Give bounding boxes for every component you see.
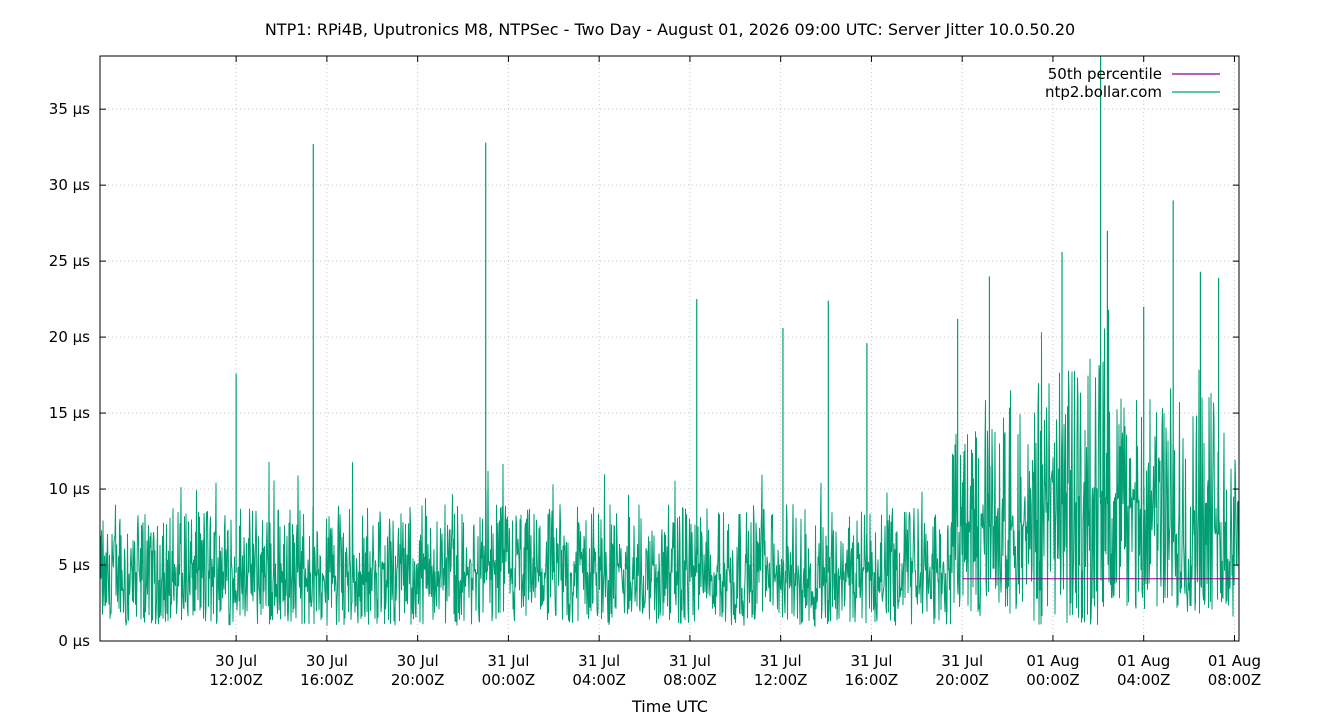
x-tick-label-time: 16:00Z [300, 671, 354, 689]
x-tick-label-date: 31 Jul [760, 652, 802, 670]
x-tick-label-date: 31 Jul [487, 652, 529, 670]
x-tick-label-date: 30 Jul [397, 652, 439, 670]
x-tick-label-date: 01 Aug [1117, 652, 1170, 670]
x-tick-label-time: 20:00Z [935, 671, 989, 689]
x-tick-label-time: 08:00Z [1208, 671, 1262, 689]
x-tick-label-time: 16:00Z [845, 671, 899, 689]
x-tick-label-time: 12:00Z [209, 671, 263, 689]
y-tick-label: 0 µs [58, 632, 90, 650]
x-tick-label-date: 30 Jul [215, 652, 257, 670]
x-tick-label-date: 31 Jul [669, 652, 711, 670]
x-tick-label-date: 01 Aug [1026, 652, 1079, 670]
x-tick-label-date: 30 Jul [306, 652, 348, 670]
series-line-ntp2 [100, 309, 1239, 628]
x-tick-label-time: 04:00Z [572, 671, 626, 689]
y-tick-label: 5 µs [58, 556, 90, 574]
x-tick-label-date: 31 Jul [850, 652, 892, 670]
plot-frame [99, 55, 1240, 642]
y-tick-label: 10 µs [49, 480, 90, 498]
legend-label: 50th percentile [1048, 65, 1162, 83]
x-tick-label-date: 31 Jul [578, 652, 620, 670]
x-tick-label-time: 20:00Z [391, 671, 445, 689]
y-tick-label: 25 µs [49, 252, 90, 270]
x-tick-label-time: 12:00Z [754, 671, 808, 689]
chart-title: NTP1: RPi4B, Uputronics M8, NTPSec - Two… [265, 20, 1075, 39]
x-tick-label-time: 04:00Z [1117, 671, 1171, 689]
y-tick-label: 30 µs [49, 176, 90, 194]
y-axis: 0 µs 5 µs 10 µs 15 µs 20 µs 25 µs 30 µs 35 µs [49, 100, 1239, 650]
x-tick-label-date: 01 Aug [1208, 652, 1261, 670]
x-tick-label-time: 00:00Z [1026, 671, 1080, 689]
y-tick-label: 35 µs [49, 100, 90, 118]
y-tick-label: 20 µs [49, 328, 90, 346]
y-tick-label: 15 µs [49, 404, 90, 422]
x-tick-label-time: 08:00Z [663, 671, 717, 689]
x-tick-label-date: 31 Jul [941, 652, 983, 670]
x-tick-label-time: 00:00Z [482, 671, 536, 689]
data-layer [100, 56, 1239, 628]
x-axis-label: Time UTC [631, 697, 708, 716]
legend-label: ntp2.bollar.com [1045, 83, 1162, 101]
